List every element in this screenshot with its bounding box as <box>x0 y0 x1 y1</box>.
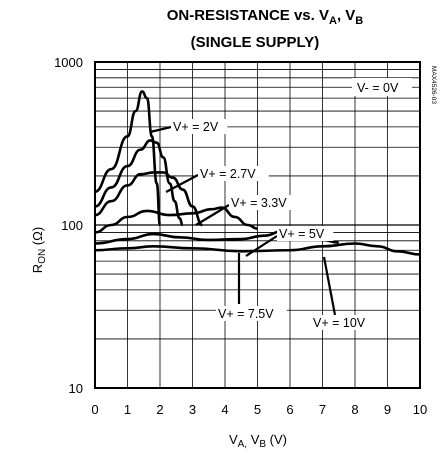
x-tick-label: 0 <box>91 402 98 417</box>
x-tick-label: 10 <box>413 402 427 417</box>
y-tick-label: 1000 <box>54 55 83 70</box>
annotation-leader <box>149 125 172 134</box>
condition-label: V- = 0V <box>357 81 399 95</box>
x-tick-label: 1 <box>124 402 131 417</box>
annotation-leader <box>195 204 230 226</box>
plot-frame <box>94 61 421 389</box>
annotation-label: V+ = 10V <box>313 316 366 330</box>
y-axis-label: RON (Ω) <box>30 227 48 273</box>
x-tick-label: 8 <box>351 402 358 417</box>
annotation-label: V+ = 2V <box>173 120 219 134</box>
annotation-label: V+ = 5V <box>279 227 325 241</box>
x-tick-label: 5 <box>254 402 261 417</box>
annotation-background <box>171 119 228 134</box>
annotation-label: V+ = 3.3V <box>231 196 287 210</box>
y-tick-label: 100 <box>61 218 83 233</box>
condition-label-background <box>352 78 412 96</box>
annotation-background <box>229 195 300 210</box>
chart-title-line1: ON-RESISTANCE vs. VA, VB <box>167 7 364 27</box>
annotation-label: V+ = 7.5V <box>218 307 274 321</box>
series-line-2 <box>94 171 203 227</box>
tick-labels: 0 1 2 3 4 5 6 7 8 9 10 10 100 1000 <box>54 55 427 417</box>
annotation-background <box>277 226 334 241</box>
series-group <box>94 90 421 256</box>
part-code-label: MAX4526-03 <box>430 66 437 104</box>
chart-title-line2: (SINGLE SUPPLY) <box>191 34 320 51</box>
annotations: V+ = 2V V+ = 2.7V V+ = 3.3V V+ = 5V V+ = 7.5… <box>149 119 375 330</box>
x-tick-label: 9 <box>384 402 391 417</box>
x-tick-label: 7 <box>319 402 326 417</box>
x-tick-label: 4 <box>221 402 228 417</box>
annotation-background <box>216 306 287 321</box>
series-line-5 <box>94 242 421 256</box>
annotation-leader <box>322 256 337 316</box>
series-line-1 <box>94 139 184 227</box>
grid <box>95 62 420 388</box>
annotation-leader <box>165 174 199 193</box>
annotation-label: V+ = 2.7V <box>200 167 256 181</box>
x-tick-label: 2 <box>156 402 163 417</box>
x-tick-label: 3 <box>189 402 196 417</box>
y-tick-label: 10 <box>69 381 83 396</box>
x-axis-label: VA, VB (V) <box>229 432 287 450</box>
x-tick-label: 6 <box>286 402 293 417</box>
annotation-background <box>198 166 269 181</box>
annotation-background <box>311 315 375 330</box>
series-line-3 <box>94 206 258 234</box>
annotation-leader <box>245 235 278 257</box>
